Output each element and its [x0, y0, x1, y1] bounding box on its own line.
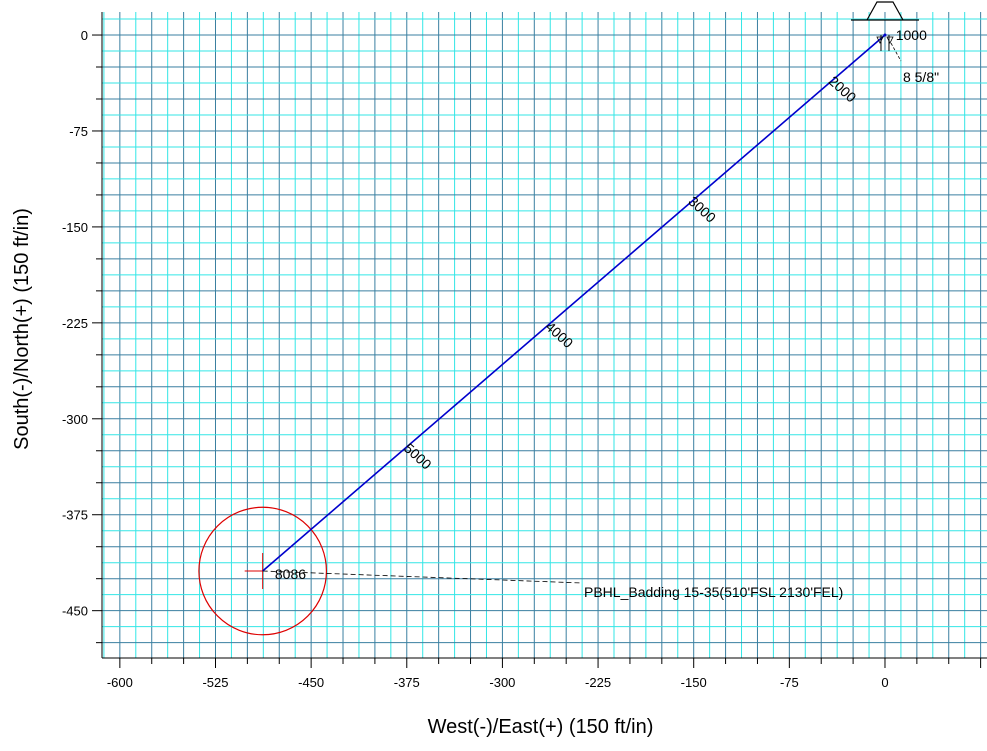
x-tick-label: -300 — [489, 675, 515, 690]
md-label: 8086 — [275, 566, 306, 582]
x-tick-label: -600 — [107, 675, 133, 690]
x-tick-label: 0 — [881, 675, 888, 690]
grid — [102, 12, 987, 658]
y-tick-label: -300 — [62, 412, 88, 427]
x-tick-label: -525 — [202, 675, 228, 690]
x-tick-label: -150 — [681, 675, 707, 690]
x-axis-title: West(-)/East(+) (150 ft/in) — [428, 716, 654, 738]
x-tick-label: -450 — [298, 675, 324, 690]
y-tick-label: -225 — [62, 316, 88, 331]
target-leader-line — [262, 570, 583, 584]
x-tick-label: -375 — [394, 675, 420, 690]
y-tick-label: -375 — [62, 508, 88, 523]
wellpath-line — [262, 34, 886, 572]
target-label: PBHL_Badding 15-35(510'FSL 2130'FEL) — [584, 584, 843, 600]
casing-shoe-left — [876, 36, 884, 44]
y-axis-title: South(-)/North(+) (150 ft/in) — [11, 208, 33, 450]
casing-leader-line — [890, 42, 902, 62]
x-tick-label: -75 — [780, 675, 799, 690]
md-label: 1000 — [896, 27, 927, 43]
md-label: 3000 — [685, 193, 719, 226]
y-tick-label: -450 — [62, 604, 88, 619]
md-label: 5000 — [401, 440, 435, 473]
md-label: 2000 — [826, 73, 860, 106]
y-tick-label: -150 — [62, 220, 88, 235]
x-tick-label: -225 — [585, 675, 611, 690]
casing-shoe-right — [886, 36, 894, 44]
surface-location-point — [883, 33, 887, 37]
target-circle — [198, 506, 328, 636]
wellhead-icon — [866, 1, 904, 21]
axes: -600 -525 -450 -375 -300 -225 -150 -75 0 0 -75 -150… — [62, 12, 987, 690]
y-tick-label: -75 — [69, 124, 88, 139]
casing-label: 8 5/8" — [903, 69, 939, 85]
y-tick-label: 0 — [81, 28, 88, 43]
